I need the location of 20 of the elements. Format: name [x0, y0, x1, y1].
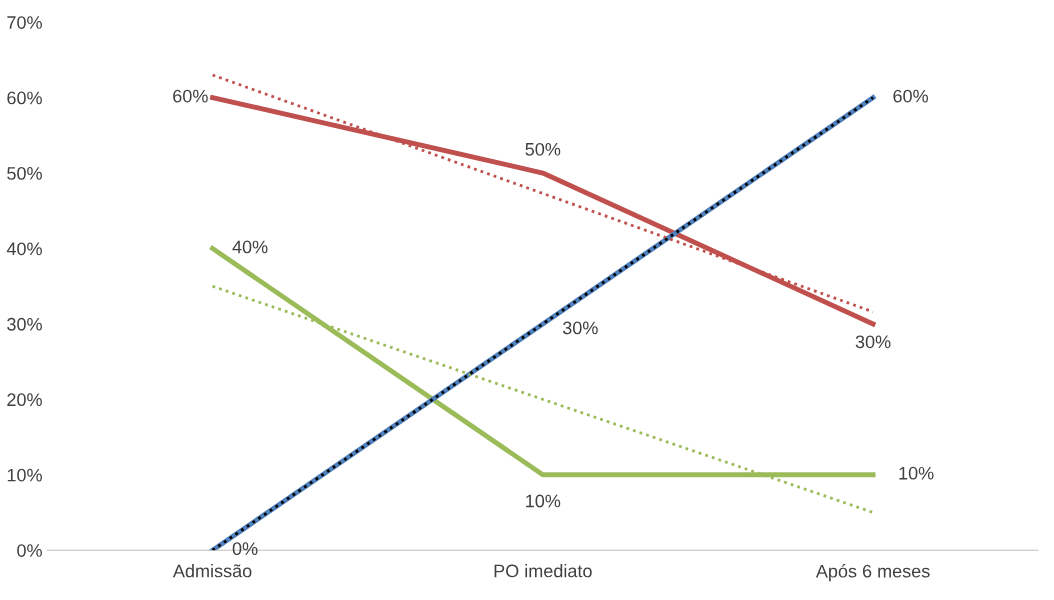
data-label: 30% — [562, 321, 598, 335]
y-tick-label: 30% — [7, 317, 42, 331]
x-tick-label: Admissão — [172, 564, 252, 578]
data-label: 40% — [232, 240, 268, 254]
data-label: 60% — [893, 89, 928, 103]
x-tick-label: PO imediato — [494, 564, 592, 578]
y-tick-label: 10% — [7, 468, 42, 482]
data-label: 60% — [173, 89, 208, 103]
y-tick-label: 50% — [7, 166, 42, 180]
data-label: 50% — [525, 142, 561, 156]
y-tick-label: 70% — [7, 16, 42, 29]
data-label: 30% — [855, 335, 891, 349]
y-tick-label: 40% — [6, 242, 42, 256]
y-tick-label: 0% — [17, 544, 42, 557]
data-label: 10% — [899, 466, 934, 480]
data-label: 10% — [526, 494, 561, 508]
data-label: 0% — [232, 542, 258, 556]
y-tick-label: 20% — [7, 393, 42, 407]
y-tick-label: 60% — [7, 91, 42, 105]
x-tick-label: Após 6 meses — [815, 564, 930, 582]
